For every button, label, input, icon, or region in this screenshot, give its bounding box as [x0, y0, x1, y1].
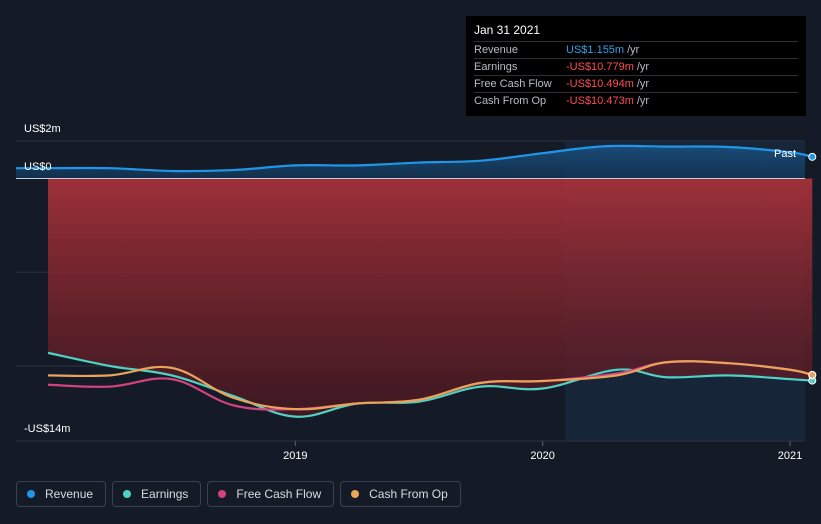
- endpoint-cash-from-op: [808, 370, 817, 379]
- series-line-earnings: [47, 351, 813, 418]
- legend-label: Free Cash Flow: [236, 487, 322, 501]
- tooltip-label: Revenue: [474, 44, 519, 56]
- x-tick-label: 2019: [283, 450, 307, 462]
- legend-item-free-cash-flow[interactable]: Free Cash Flow: [207, 481, 335, 507]
- tooltip-label: Cash From Op: [474, 95, 547, 107]
- tooltip-unit: /yr: [636, 61, 650, 73]
- legend-label: Cash From Op: [369, 487, 448, 501]
- tooltip-row-earnings: Earnings -US$10.779m /yr: [474, 58, 798, 75]
- y-tick-zero: US$0: [24, 161, 52, 173]
- tooltip-row-cash-from-op: Cash From Op -US$10.473m /yr: [474, 92, 798, 109]
- tooltip-row-revenue: Revenue US$1.155m /yr: [474, 41, 798, 58]
- y-tick-top: US$2m: [24, 123, 61, 135]
- series-lines: [16, 144, 817, 418]
- legend-dot-icon: [218, 490, 227, 498]
- revenue-area: [16, 145, 813, 179]
- tooltip-label: Earnings: [474, 61, 518, 73]
- legend-item-revenue[interactable]: Revenue: [16, 481, 107, 507]
- x-tick-label: 2021: [778, 450, 802, 462]
- tooltip-unit: /yr: [627, 44, 640, 56]
- endpoint-revenue: [808, 152, 817, 161]
- legend-dot-icon: [351, 490, 360, 498]
- past-label: Past: [774, 148, 796, 160]
- tooltip-value: US$1.155m: [566, 44, 625, 56]
- tooltip-unit: /yr: [636, 78, 650, 90]
- tooltip-value: -US$10.494m: [566, 78, 634, 90]
- legend: Revenue Earnings Free Cash Flow Cash Fro…: [16, 481, 461, 507]
- earnings-area: [48, 178, 813, 417]
- y-tick-bottom: -US$14m: [24, 423, 71, 435]
- legend-label: Earnings: [141, 487, 189, 501]
- legend-dot-icon: [27, 490, 35, 498]
- series-line-cash-from-op: [47, 360, 813, 411]
- tooltip-label: Free Cash Flow: [474, 78, 552, 90]
- x-axis-ticks: 2019 2020 2021: [283, 441, 802, 462]
- tooltip-unit: /yr: [636, 95, 650, 107]
- legend-item-earnings[interactable]: Earnings: [112, 481, 202, 507]
- tooltip-row-free-cash-flow: Free Cash Flow -US$10.494m /yr: [474, 75, 798, 92]
- legend-label: Revenue: [45, 487, 94, 501]
- tooltip-value: -US$10.473m: [566, 95, 634, 107]
- legend-dot-icon: [123, 490, 132, 498]
- tooltip-value: -US$10.779m: [566, 61, 634, 73]
- tooltip-panel: Jan 31 2021 Revenue US$1.155m /yr Earnin…: [466, 16, 806, 116]
- tooltip-date: Jan 31 2021: [474, 23, 541, 37]
- x-tick-label: 2020: [530, 450, 554, 462]
- legend-item-cash-from-op[interactable]: Cash From Op: [340, 481, 461, 507]
- series-line-revenue: [16, 144, 813, 173]
